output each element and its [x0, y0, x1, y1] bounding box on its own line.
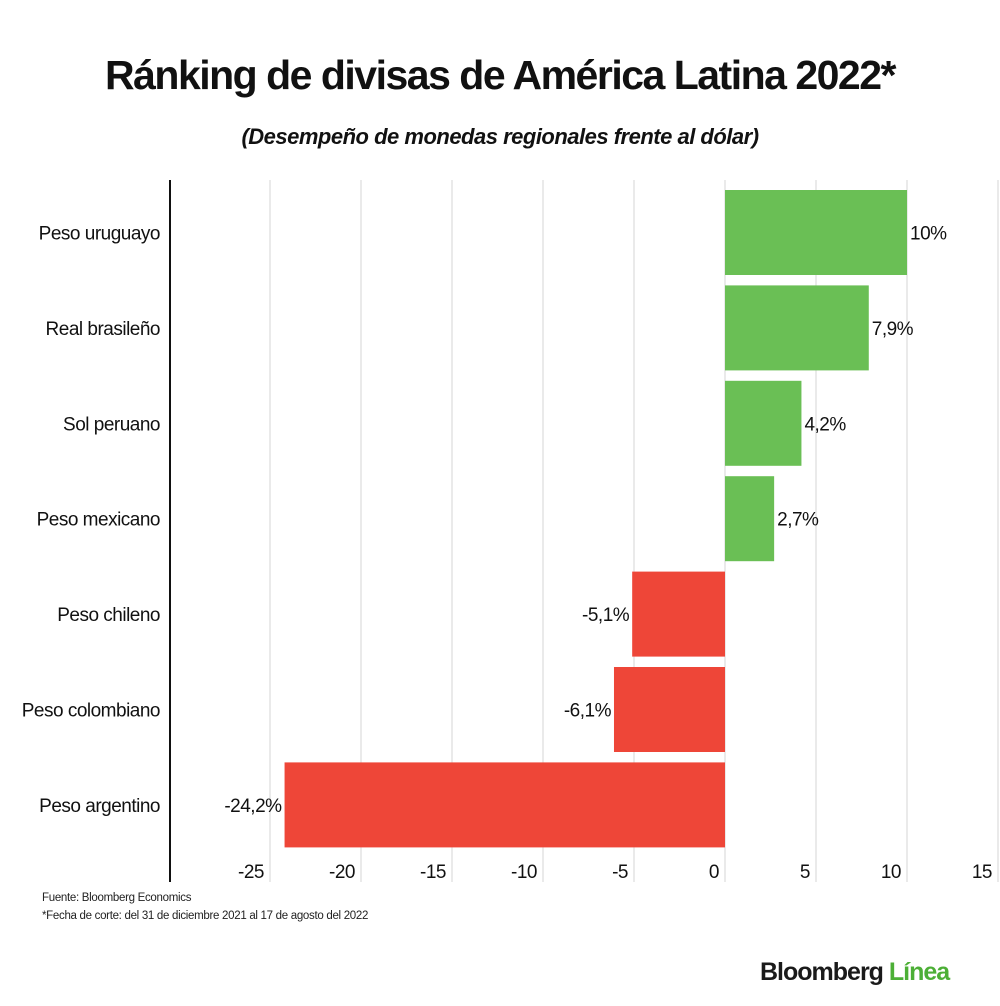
- data-label: -6,1%: [564, 701, 612, 722]
- x-tick-label: -5: [612, 862, 628, 883]
- logo-brand: Bloomberg: [760, 958, 884, 986]
- logo-sub: Línea: [888, 958, 950, 986]
- category-label: Peso chileno: [57, 605, 160, 626]
- bar: [725, 380, 802, 466]
- category-label: Peso colombiano: [22, 701, 160, 722]
- category-label: Sol peruano: [63, 414, 160, 435]
- bar: [284, 762, 725, 848]
- x-tick-label: -25: [238, 862, 264, 883]
- x-tick-label: -10: [511, 862, 537, 883]
- x-tick-label: 15: [972, 862, 992, 883]
- x-tick-label: -20: [329, 862, 355, 883]
- bar: [725, 190, 907, 275]
- bar: [613, 667, 725, 752]
- data-label: -24,2%: [224, 796, 282, 817]
- x-tick-label: -15: [420, 862, 446, 883]
- bloomberg-linea-logo: Bloomberg Línea: [760, 958, 950, 987]
- data-label: 10%: [910, 224, 947, 245]
- category-label: Peso argentino: [39, 796, 160, 817]
- x-tick-label: 5: [800, 862, 810, 883]
- bar: [725, 285, 869, 371]
- bar: [632, 571, 725, 657]
- data-label: -5,1%: [582, 605, 630, 626]
- category-label: Peso mexicano: [37, 510, 160, 531]
- category-label: Real brasileño: [46, 319, 160, 340]
- data-label: 7,9%: [872, 319, 914, 340]
- chart-title: Ránking de divisas de América Latina 202…: [104, 52, 897, 98]
- data-label: 2,7%: [777, 510, 819, 531]
- bar: [725, 476, 775, 562]
- category-label: Peso uruguayo: [39, 224, 160, 245]
- date-note: *Fecha de corte: del 31 de diciembre 202…: [42, 910, 369, 922]
- x-tick-label: 10: [881, 862, 901, 883]
- x-tick-label: 0: [709, 862, 719, 883]
- source-note: Fuente: Bloomberg Economics: [42, 892, 192, 904]
- data-label: 4,2%: [804, 414, 846, 435]
- chart-subtitle: (Desempeño de monedas regionales frente …: [241, 124, 759, 149]
